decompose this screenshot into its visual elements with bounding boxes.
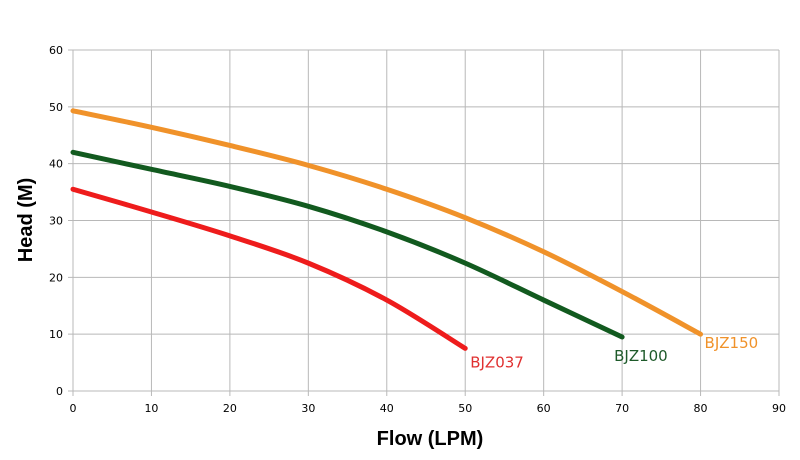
x-tick-label: 20 xyxy=(223,402,237,415)
x-tick-label: 10 xyxy=(144,402,158,415)
series-line-bjz100 xyxy=(70,149,625,340)
y-tick-label: 30 xyxy=(49,215,63,228)
y-axis-title: Head (M) xyxy=(15,178,37,262)
x-tick-label: 0 xyxy=(70,402,77,415)
series-line-bjz037 xyxy=(70,186,468,351)
x-axis-title: Flow (LPM) xyxy=(377,428,484,450)
y-tick-label: 10 xyxy=(49,328,63,341)
y-tick-label: 0 xyxy=(56,385,63,398)
x-tick-label: 50 xyxy=(458,402,472,415)
x-tick-label: 70 xyxy=(615,402,629,415)
y-tick-label: 20 xyxy=(49,271,63,284)
x-tick-label: 90 xyxy=(772,402,786,415)
x-tick-label: 40 xyxy=(380,402,394,415)
y-tick-label: 40 xyxy=(49,158,63,171)
y-tick-label: 60 xyxy=(49,44,63,57)
y-tick-label: 50 xyxy=(49,101,63,114)
series-label-bjz037: BJZ037 xyxy=(470,353,524,371)
x-tick-label: 60 xyxy=(537,402,551,415)
series-line-bjz150 xyxy=(70,108,704,337)
x-tick-label: 80 xyxy=(694,402,708,415)
series-label-bjz150: BJZ150 xyxy=(705,334,759,352)
series-label-bjz100: BJZ100 xyxy=(614,347,668,365)
x-tick-label: 30 xyxy=(301,402,315,415)
